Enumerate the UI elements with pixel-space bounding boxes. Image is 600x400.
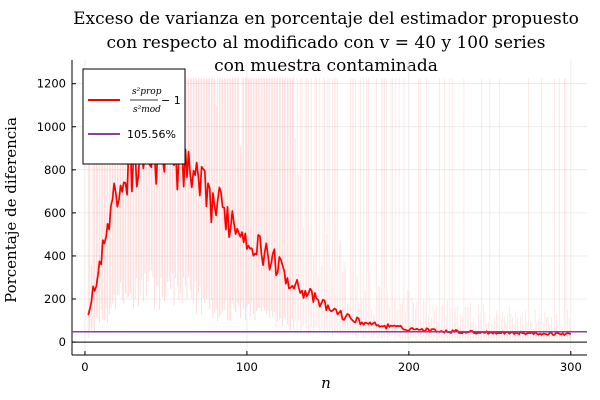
tick-labels: 0 100 200 300 0 200 400 600 800 1000 1200 [37,77,582,374]
y-tick-label: 600 [44,206,66,220]
y-tick-label: 200 [44,292,66,306]
y-tick-label: 800 [44,163,66,177]
legend-series-num: s²prop [132,87,162,97]
y-tick-label: 1000 [37,120,66,134]
legend-hline-label: 105.56% [127,128,176,141]
grid [72,60,587,355]
legend: s²prop s²mod − 1 105.56% [82,68,186,165]
y-tick-label: 0 [59,335,66,349]
axes [71,60,587,356]
chart-title-line-3: con muestra contaminada [214,56,438,76]
y-tick-label: 400 [44,249,66,263]
x-tick-label: 200 [398,360,420,374]
legend-box [82,68,186,165]
legend-series-den: s²mod [133,105,161,115]
x-axis-label: n [321,374,331,392]
x-tick-label: 100 [236,360,258,374]
y-tick-label: 1200 [37,77,66,91]
chart-title-line-1: Exceso de varianza en porcentaje del est… [73,9,579,29]
x-tick-label: 300 [560,360,582,374]
y-axis-label: Porcentaje de diferencia [2,117,20,303]
x-tick-label: 0 [81,360,88,374]
legend-series-suffix: − 1 [161,94,181,107]
chart-title-line-2: con respecto al modificado con v = 40 y … [107,33,546,53]
